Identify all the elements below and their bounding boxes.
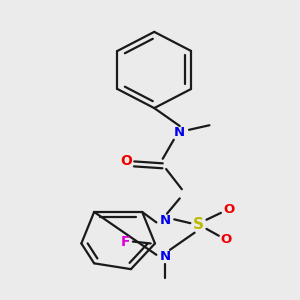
Text: O: O bbox=[221, 233, 232, 246]
Text: O: O bbox=[121, 154, 133, 168]
Text: F: F bbox=[121, 235, 130, 249]
Text: N: N bbox=[174, 126, 185, 140]
Text: S: S bbox=[193, 217, 204, 232]
Text: N: N bbox=[159, 250, 170, 263]
Text: N: N bbox=[159, 214, 170, 227]
Text: O: O bbox=[223, 202, 234, 216]
